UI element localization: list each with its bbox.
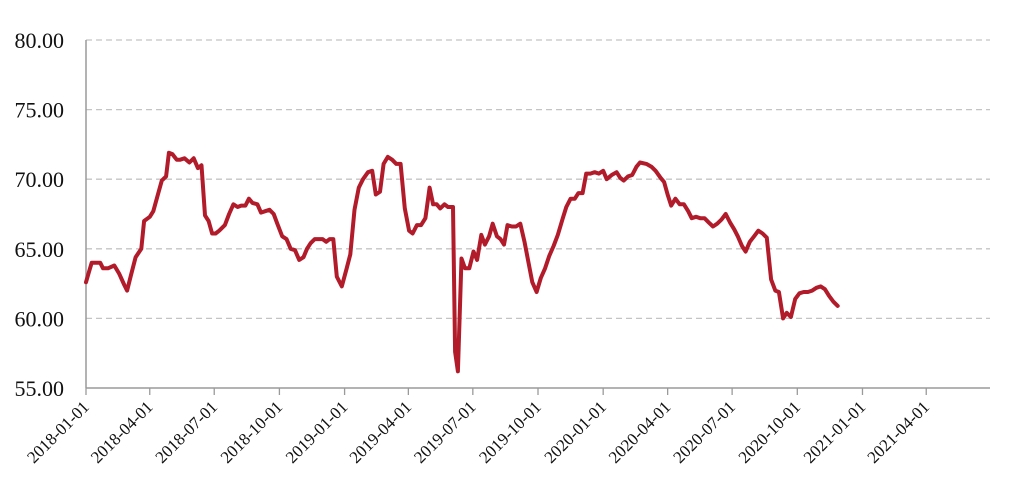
x-tick-label: 2020-07-01 [669, 397, 739, 467]
x-tick-label: 2021-04-01 [864, 397, 934, 467]
x-tick-label: 2020-04-01 [605, 397, 675, 467]
y-tick-label: 60.00 [15, 306, 65, 331]
series-line [84, 150, 840, 374]
x-tick-label: 2019-07-01 [410, 397, 480, 467]
x-tick-label: 2018-04-01 [87, 397, 157, 467]
x-tick-label: 2018-01-01 [23, 397, 93, 467]
x-tick-labels: 2018-01-012018-04-012018-07-012018-10-01… [23, 397, 933, 467]
y-tick-label: 55.00 [15, 376, 65, 401]
axes [85, 40, 990, 395]
gridlines [86, 39, 990, 320]
y-tick-label: 80.00 [15, 28, 65, 53]
x-tick-label: 2019-10-01 [475, 397, 545, 467]
x-tick-label: 2018-07-01 [152, 397, 222, 467]
x-tick-label: 2019-01-01 [282, 397, 352, 467]
y-tick-label: 65.00 [15, 237, 65, 262]
x-tick-label: 2019-04-01 [346, 397, 416, 467]
y-tick-label: 75.00 [15, 98, 65, 123]
x-tick-label: 2021-01-01 [800, 397, 870, 467]
x-tick-label: 2020-01-01 [540, 397, 610, 467]
x-tick-label: 2020-10-01 [735, 397, 805, 467]
y-tick-labels: 55.00 60.00 65.00 70.00 75.00 80.00 [15, 28, 65, 401]
y-tick-label: 70.00 [15, 167, 65, 192]
x-tick-label: 2018-10-01 [217, 397, 287, 467]
series-group [84, 150, 840, 374]
